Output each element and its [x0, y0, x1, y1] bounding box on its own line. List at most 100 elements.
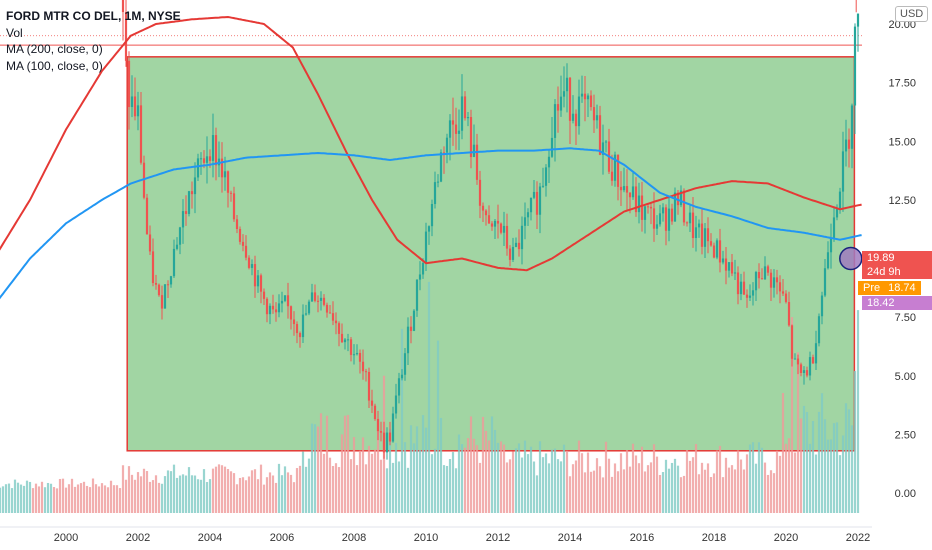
candle-body [712, 245, 716, 258]
candle-body [844, 139, 848, 152]
volume-bar [607, 458, 611, 513]
y-tick-label: 12.50 [888, 195, 916, 207]
candle-body [547, 156, 551, 168]
volume-bar [343, 415, 347, 513]
candle-body [139, 105, 143, 163]
legend-ma200[interactable]: MA (200, close, 0) [6, 42, 103, 56]
volume-bar [46, 482, 50, 513]
candle-body [418, 274, 422, 280]
volume-bar [370, 453, 374, 513]
volume-bar [160, 483, 164, 513]
x-tick-label: 2006 [270, 532, 294, 544]
candle-body [133, 96, 137, 117]
volume-bar [475, 445, 479, 513]
candle-body [748, 295, 752, 298]
volume-bar [64, 487, 68, 513]
volume-bar [589, 471, 593, 513]
candle-body [472, 144, 476, 158]
y-tick-label: 17.50 [888, 78, 916, 90]
candle-body [499, 223, 503, 233]
volume-bar [781, 393, 785, 513]
volume-bar [340, 434, 344, 513]
volume-bar [244, 480, 248, 513]
candle-body [127, 60, 131, 108]
volume-bar [142, 468, 146, 513]
candle-body [394, 395, 398, 414]
volume-bar [361, 437, 365, 513]
candle-body [415, 279, 419, 311]
volume-bar [850, 425, 854, 513]
candle-body [604, 141, 608, 143]
volume-bar [202, 469, 206, 513]
candle-body [706, 228, 710, 242]
candle-body [616, 154, 620, 187]
volume-bar [367, 445, 371, 513]
volume-bar [121, 465, 125, 513]
candle-body [310, 292, 314, 302]
volume-bar [337, 467, 341, 513]
volume-bar [67, 484, 71, 513]
volume-bar [301, 451, 305, 513]
candle-body [484, 210, 488, 216]
candle-body [631, 186, 635, 198]
volume-bar [358, 450, 362, 513]
volume-bar [274, 482, 278, 513]
legend-vol[interactable]: Vol [6, 25, 23, 40]
candle-body [586, 95, 590, 100]
candle-body [313, 292, 317, 301]
volume-bar [760, 447, 764, 513]
symbol-title[interactable]: FORD MTR CO DEL, 1M, NYSE [6, 9, 181, 23]
legend-ma100[interactable]: MA (100, close, 0) [6, 58, 103, 73]
candle-body [802, 370, 806, 373]
candle-body [421, 263, 425, 275]
volume-bar [832, 423, 836, 513]
currency-button[interactable]: USD [895, 6, 929, 22]
candle-body [601, 142, 605, 155]
candle-body [244, 245, 248, 258]
volume-bar [31, 488, 35, 513]
candle-body [172, 248, 176, 277]
volume-bar [76, 484, 80, 513]
volume-bar [184, 475, 188, 513]
volume-bar [466, 438, 470, 513]
volume-bar [442, 465, 446, 513]
volume-bar [28, 481, 32, 513]
candle-body [523, 217, 527, 226]
candle-body [136, 105, 140, 117]
volume-bar [664, 459, 668, 513]
candle-body [358, 352, 362, 362]
candle-body [211, 135, 215, 161]
candle-body [853, 26, 857, 106]
candle-body [649, 206, 653, 209]
candle-body [379, 431, 383, 433]
candle-body [700, 223, 704, 247]
volume-bar [217, 464, 221, 513]
volume-bar [211, 468, 215, 513]
volume-bar [688, 460, 692, 513]
volume-bar [4, 484, 8, 513]
candle-body [283, 295, 287, 301]
volume-bar [799, 418, 803, 513]
volume-bar [514, 448, 518, 513]
volume-bar [292, 482, 296, 513]
volume-bar [727, 467, 731, 513]
candle-body [727, 262, 731, 271]
volume-bar [745, 454, 749, 513]
candle-body [475, 144, 479, 180]
volume-bar [262, 484, 266, 513]
volume-bar [181, 474, 185, 513]
volume-bar [820, 393, 824, 513]
ma200-line [0, 15, 862, 272]
candle-body [364, 371, 368, 373]
volume-bar [853, 371, 857, 513]
candle-body [817, 316, 821, 344]
volume-bar [328, 457, 332, 513]
candle-body [445, 137, 449, 153]
candle-body [544, 167, 548, 186]
volume-bar [100, 483, 104, 513]
candle-body [229, 192, 233, 194]
volume-bar [625, 450, 629, 513]
volume-bar [10, 488, 14, 513]
candle-body [151, 251, 155, 284]
